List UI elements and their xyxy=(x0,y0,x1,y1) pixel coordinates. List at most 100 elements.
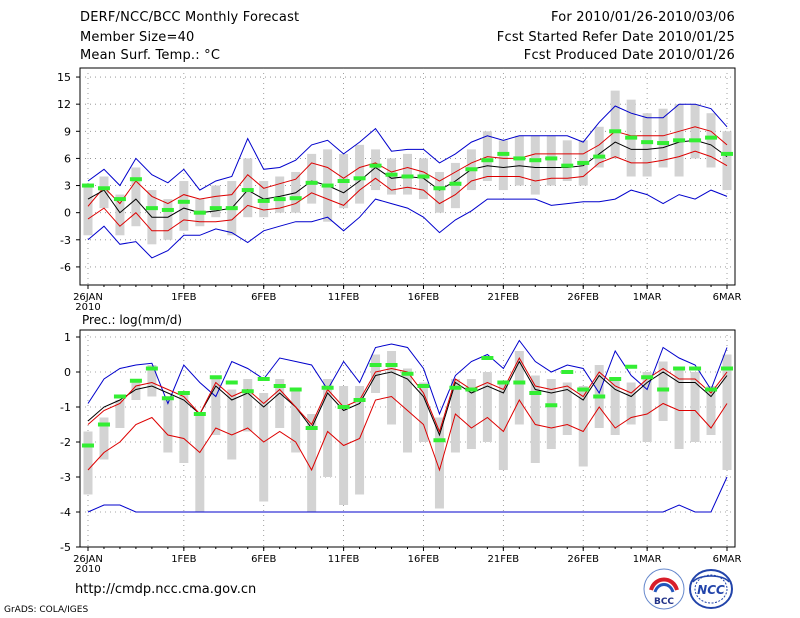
ensemble-bar xyxy=(578,386,588,467)
ensemble-bar xyxy=(355,386,365,495)
x-tick-label: 26JAN xyxy=(73,292,103,303)
observed-marker xyxy=(209,206,222,211)
observed-marker xyxy=(385,172,398,177)
ensemble-bar xyxy=(275,176,285,213)
x-tick-label: 1MAR xyxy=(633,292,662,303)
y-tick-label: -4 xyxy=(60,506,71,519)
ensemble-bar xyxy=(498,140,508,191)
observed-marker xyxy=(481,158,494,163)
precip-axis-label: Prec.: log(mm/d) xyxy=(82,313,182,327)
observed-marker xyxy=(385,363,398,367)
observed-marker xyxy=(465,387,478,392)
observed-marker xyxy=(721,151,734,156)
observed-marker xyxy=(657,141,670,146)
x-tick-label: 11FEB xyxy=(328,554,360,565)
ensemble-bar xyxy=(418,382,428,442)
observed-marker xyxy=(721,366,734,371)
y-tick-label: 0 xyxy=(64,366,71,379)
x-tick-label: 6MAR xyxy=(713,292,742,303)
observed-marker xyxy=(673,138,686,143)
ensemble-bar xyxy=(642,372,652,442)
ensemble-bar xyxy=(610,90,620,159)
ensemble-bar xyxy=(482,372,492,442)
observed-marker xyxy=(305,426,318,430)
observed-marker xyxy=(513,156,526,161)
observed-marker xyxy=(497,151,510,156)
ensemble-bar xyxy=(434,171,444,213)
observed-marker xyxy=(401,174,414,179)
year-label: 2010 xyxy=(75,302,100,313)
observed-marker xyxy=(193,210,206,215)
ensemble-bar xyxy=(546,379,556,449)
ensemble-bar xyxy=(626,382,636,425)
x-tick-label: 26JAN xyxy=(73,554,103,565)
ensemble-bar xyxy=(307,414,317,512)
member-size: Member Size=40 xyxy=(80,30,195,45)
ensemble-bar xyxy=(434,417,444,509)
bcc-logo: BCC xyxy=(643,568,685,610)
ensemble-bar xyxy=(530,375,540,463)
x-tick-label: 6FEB xyxy=(251,292,276,303)
ensemble-bar xyxy=(323,379,333,477)
observed-marker xyxy=(97,422,110,427)
observed-marker xyxy=(273,197,286,202)
observed-marker xyxy=(545,156,558,161)
y-tick-label: -3 xyxy=(60,234,71,247)
ensemble-bar xyxy=(163,400,173,453)
bcc-logo-text: BCC xyxy=(654,597,674,607)
year-label: 2010 xyxy=(75,564,100,575)
observed-marker xyxy=(337,179,350,184)
observed-marker xyxy=(97,186,110,191)
observed-marker xyxy=(369,163,382,168)
observed-marker xyxy=(113,197,126,202)
observed-marker xyxy=(81,443,94,448)
source-url: http://cmdp.ncc.cma.gov.cn xyxy=(75,582,257,597)
ncc-logo-text: NCC xyxy=(697,583,725,597)
observed-marker xyxy=(449,385,462,390)
produced-date: Fcst Produced Date 2010/01/26 xyxy=(523,48,735,63)
ensemble-bar xyxy=(371,149,381,191)
observed-marker xyxy=(81,183,94,188)
variable-label: Mean Surf. Temp.: °C xyxy=(80,48,221,63)
ensemble-bar xyxy=(179,393,189,463)
observed-marker xyxy=(433,186,446,191)
ensemble-min-line xyxy=(87,476,728,513)
ensemble-bar xyxy=(610,379,620,435)
x-tick-label: 6FEB xyxy=(251,554,276,565)
observed-marker xyxy=(177,391,190,395)
observed-marker xyxy=(289,196,302,201)
observed-marker xyxy=(225,380,238,385)
grads-credit: GrADS: COLA/IGES xyxy=(4,605,89,615)
ensemble-min-line xyxy=(87,189,728,259)
x-tick-label: 16FEB xyxy=(408,554,440,565)
observed-marker xyxy=(225,206,238,211)
observed-marker xyxy=(657,387,670,392)
observed-marker xyxy=(577,387,590,392)
ensemble-bar xyxy=(562,382,572,435)
ensemble-bar xyxy=(530,135,540,195)
ensemble-bar xyxy=(658,108,668,168)
observed-marker xyxy=(673,366,686,371)
ensemble-bar xyxy=(99,417,109,460)
ensemble-bar xyxy=(163,199,173,240)
observed-marker xyxy=(689,366,702,371)
ensemble-bar xyxy=(450,379,460,453)
observed-marker xyxy=(369,363,382,367)
observed-marker xyxy=(641,375,654,380)
ensemble-bar xyxy=(147,365,157,397)
ensemble-max-line xyxy=(87,339,728,416)
x-tick-label: 26FEB xyxy=(567,292,599,303)
ensemble-bar xyxy=(243,158,253,218)
ensemble-bar xyxy=(466,379,476,449)
observed-marker xyxy=(545,403,558,408)
observed-marker xyxy=(257,198,270,203)
x-tick-label: 1FEB xyxy=(171,554,196,565)
observed-marker xyxy=(289,387,302,392)
precipitation-panel: -5 -4 -3 -2 -1 0 1 26JAN 1FEB 6FEB 11FEB 16FEB 21FEB… xyxy=(60,313,741,575)
observed-marker xyxy=(273,384,286,388)
observed-marker xyxy=(417,174,430,179)
ensemble-bar xyxy=(259,393,269,502)
ensemble-bar xyxy=(115,400,125,428)
ensemble-bar xyxy=(83,431,93,495)
